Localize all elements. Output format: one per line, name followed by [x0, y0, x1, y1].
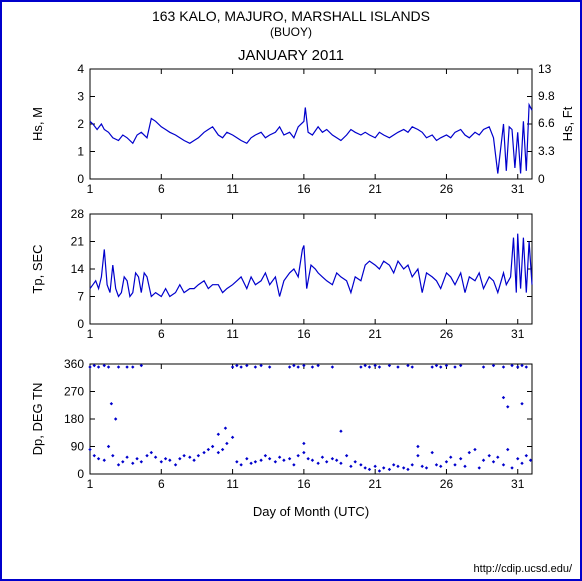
svg-text:26: 26: [440, 477, 454, 491]
charts-svg: 1611162126310123403.36.69.813Hs, MHs, Ft…: [2, 64, 580, 564]
svg-text:6: 6: [158, 477, 165, 491]
svg-text:1: 1: [87, 182, 94, 196]
svg-text:11: 11: [226, 182, 239, 196]
svg-text:0: 0: [538, 172, 545, 186]
svg-text:6.6: 6.6: [538, 116, 555, 130]
svg-text:6: 6: [158, 327, 165, 341]
svg-text:180: 180: [64, 412, 84, 426]
svg-text:11: 11: [226, 327, 239, 341]
svg-text:90: 90: [71, 440, 85, 454]
svg-text:26: 26: [440, 182, 454, 196]
svg-text:28: 28: [71, 207, 85, 221]
svg-text:16: 16: [297, 182, 311, 196]
svg-text:13: 13: [538, 64, 552, 76]
svg-text:9.8: 9.8: [538, 89, 555, 103]
svg-text:Hs, M: Hs, M: [30, 107, 45, 141]
svg-text:2: 2: [77, 117, 84, 131]
svg-text:1: 1: [87, 477, 94, 491]
svg-text:7: 7: [77, 290, 84, 304]
svg-text:Dp, DEG TN: Dp, DEG TN: [30, 383, 45, 456]
svg-text:31: 31: [511, 182, 525, 196]
svg-text:0: 0: [77, 317, 84, 331]
svg-text:14: 14: [71, 262, 85, 276]
title-block: 163 KALO, MAJURO, MARSHALL ISLANDS (BUOY…: [2, 8, 580, 64]
svg-text:Hs, Ft: Hs, Ft: [560, 106, 575, 141]
title-sub: (BUOY): [2, 25, 580, 39]
svg-text:3: 3: [77, 90, 84, 104]
svg-text:16: 16: [297, 327, 311, 341]
svg-text:21: 21: [368, 182, 382, 196]
svg-text:21: 21: [368, 327, 382, 341]
title-main: 163 KALO, MAJURO, MARSHALL ISLANDS: [2, 8, 580, 24]
title-month: JANUARY 2011: [2, 47, 580, 64]
chart-frame: 163 KALO, MAJURO, MARSHALL ISLANDS (BUOY…: [0, 0, 582, 581]
svg-text:1: 1: [87, 327, 94, 341]
svg-text:3.3: 3.3: [538, 144, 555, 158]
svg-text:26: 26: [440, 327, 454, 341]
svg-text:Tp, SEC: Tp, SEC: [30, 244, 45, 293]
svg-text:360: 360: [64, 357, 84, 371]
svg-text:4: 4: [77, 64, 84, 76]
svg-text:11: 11: [226, 477, 239, 491]
svg-text:31: 31: [511, 477, 525, 491]
svg-text:16: 16: [297, 477, 311, 491]
svg-text:270: 270: [64, 385, 84, 399]
svg-text:6: 6: [158, 182, 165, 196]
svg-text:21: 21: [368, 477, 382, 491]
svg-text:21: 21: [71, 235, 85, 249]
svg-text:1: 1: [77, 145, 84, 159]
charts-container: 1611162126310123403.36.69.813Hs, MHs, Ft…: [2, 64, 580, 564]
svg-text:Day of Month (UTC): Day of Month (UTC): [253, 504, 369, 519]
svg-text:31: 31: [511, 327, 525, 341]
svg-text:0: 0: [77, 467, 84, 481]
credit-link[interactable]: http://cdip.ucsd.edu/: [474, 563, 572, 575]
svg-text:0: 0: [77, 172, 84, 186]
